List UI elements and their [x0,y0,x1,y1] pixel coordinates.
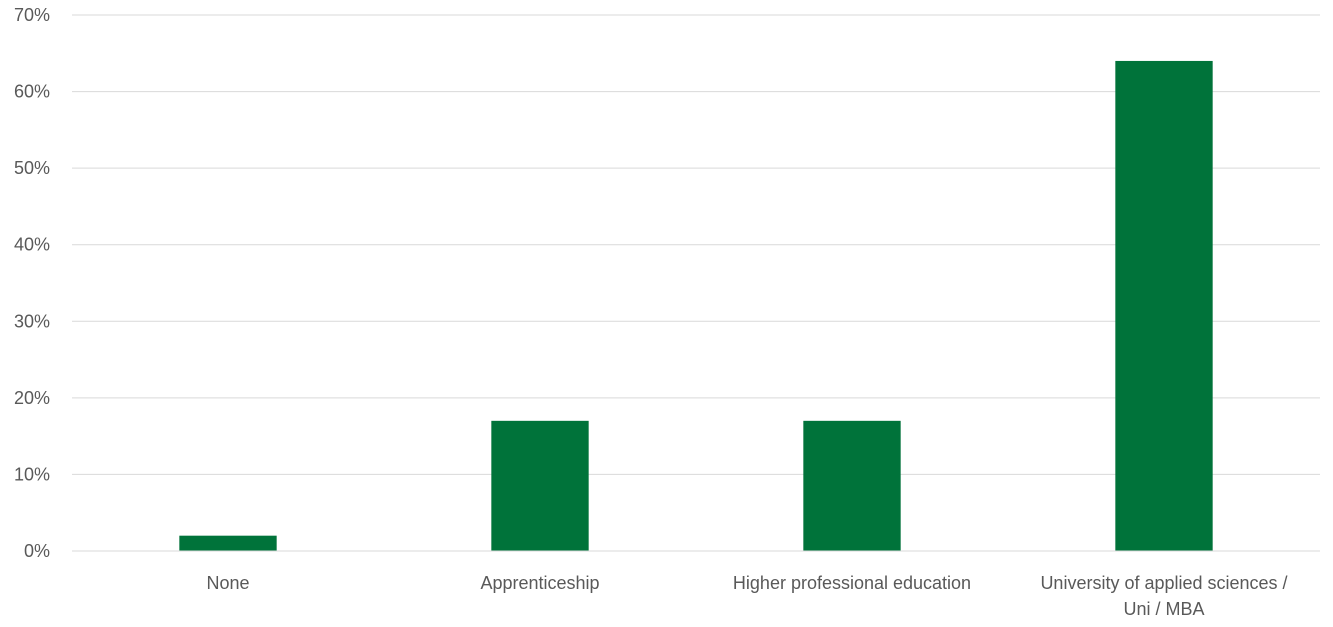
y-axis-tick-labels: 0% 10% 20% 30% 40% 50% 60% 70% [14,5,50,561]
category-label-line: University of applied sciences / [1040,573,1287,593]
category-label-line: Higher professional education [733,573,971,593]
y-tick-label: 0% [24,541,50,561]
category-label-line: Apprenticeship [480,573,599,593]
y-tick-label: 20% [14,388,50,408]
category-label-3: University of applied sciences / Uni / MB… [1040,573,1287,619]
y-tick-label: 10% [14,464,50,484]
y-tick-label: 50% [14,158,50,178]
y-tick-label: 40% [14,235,50,255]
bar-1 [491,420,589,551]
category-label-line: None [206,573,249,593]
y-tick-label: 60% [14,82,50,102]
bars [179,60,1213,551]
y-tick-label: 30% [14,311,50,331]
category-label-1: Apprenticeship [480,573,599,593]
bar-0 [179,535,277,551]
gridlines [72,14,1320,475]
category-label-0: None [206,573,249,593]
category-label-2: Higher professional education [733,573,971,593]
category-label-line: Uni / MBA [1123,599,1204,619]
bar-3 [1115,60,1213,551]
bar-2 [803,420,901,551]
x-axis-category-labels: None Apprenticeship Higher professional ed… [206,573,1287,619]
y-tick-label: 70% [14,5,50,25]
